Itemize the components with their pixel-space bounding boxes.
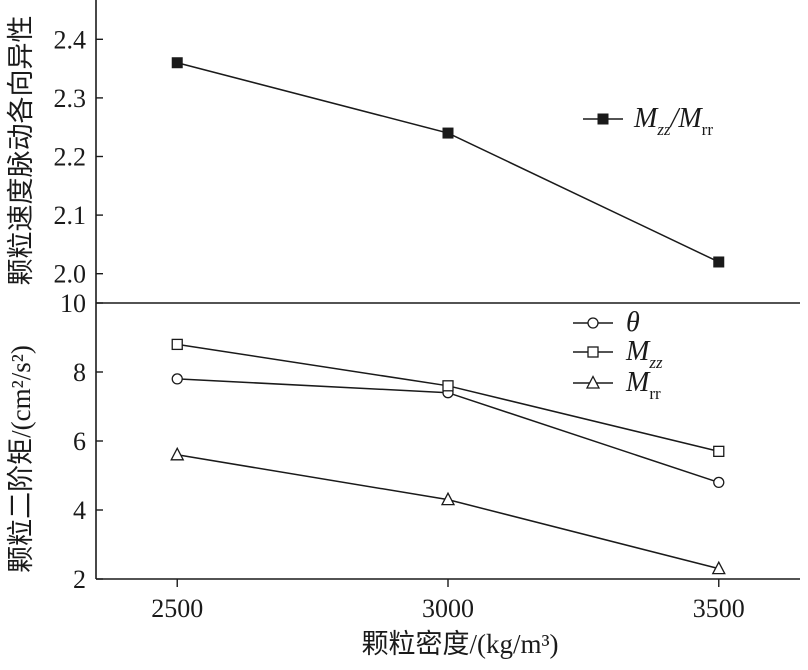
legend-subscript: rr: [702, 120, 714, 139]
bottom-data-point: [171, 373, 183, 385]
legend-subscript: rr: [649, 384, 661, 403]
x-tick-label: 3000: [422, 594, 474, 623]
x-tick-label: 3500: [693, 594, 745, 623]
bottom-data-point: [713, 476, 725, 489]
top-y-axis-title: 颗粒速度脉动各向异性: [6, 16, 36, 286]
bottom-y-tick-label: 4: [73, 496, 86, 525]
legend-subscript: zz: [648, 353, 663, 372]
legend-symbol: M: [625, 336, 651, 367]
bottom-series-line-2: [177, 454, 719, 570]
top-legend: Mzz/Mrr: [583, 103, 713, 139]
bottom-data-point: [713, 445, 725, 458]
legend-symbol: M: [677, 103, 703, 134]
bottom-data-point: [440, 491, 456, 506]
legend-subscript: zz: [656, 120, 671, 139]
legend-symbol: M: [625, 367, 651, 398]
bottom-y-tick-label: 8: [73, 358, 86, 387]
top-y-tick-label: 2.2: [54, 143, 87, 172]
top-y-tick-label: 2.0: [54, 260, 87, 289]
bottom-legend-label: Mrr: [625, 367, 661, 403]
bottom-panel: 2 4 6 8 10 2500 3000 3500 颗粒密度/(kg/m³) 颗粒二阶矩/(cm²…: [6, 289, 745, 659]
bottom-y-tick-label: 2: [73, 565, 86, 594]
top-legend-label: Mzz/Mrr: [633, 103, 713, 139]
bottom-legend-marker: [585, 375, 601, 389]
top-y-tick-label: 2.1: [54, 201, 87, 230]
bottom-legend-marker: [587, 346, 599, 358]
bottom-data-point: [442, 380, 454, 392]
top-data-point: [442, 127, 454, 139]
bottom-data-point: [711, 560, 726, 575]
x-axis-title: 颗粒密度/(kg/m³): [361, 629, 558, 659]
bottom-legend-marker: [587, 317, 599, 329]
bottom-legend-label: θ: [626, 307, 640, 338]
top-y-tick-label: 2.4: [54, 25, 87, 54]
bottom-y-tick-label: 6: [73, 427, 86, 456]
legend-symbol: θ: [626, 307, 640, 338]
legend-symbol: M: [633, 103, 659, 134]
x-tick-label: 2500: [151, 594, 203, 623]
axes-frame: [95, 0, 800, 580]
top-series-line-0: [177, 62, 720, 263]
bottom-y-tick-label: 10: [60, 289, 86, 318]
bottom-data-point: [171, 338, 183, 351]
bottom-y-axis-title: 颗粒二阶矩/(cm²/s²): [6, 345, 36, 573]
bottom-legend-label: Mzz: [625, 336, 663, 372]
top-y-tick-label: 2.3: [54, 84, 87, 113]
top-data-point: [171, 57, 183, 69]
top-legend-marker: [597, 113, 609, 125]
bottom-data-point: [170, 446, 185, 461]
top-data-point: [713, 256, 725, 268]
legend-symbol: /: [669, 103, 681, 134]
